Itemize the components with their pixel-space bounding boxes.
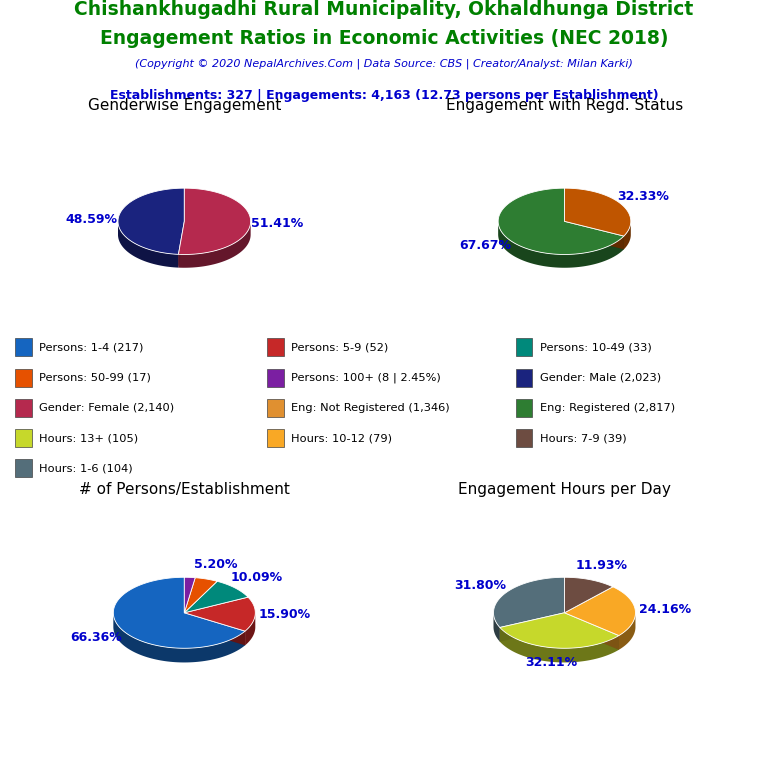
FancyBboxPatch shape	[15, 459, 31, 478]
Text: Gender: Female (2,140): Gender: Female (2,140)	[39, 403, 174, 413]
Polygon shape	[624, 222, 631, 250]
Text: (Copyright © 2020 NepalArchives.Com | Data Source: CBS | Creator/Analyst: Milan : (Copyright © 2020 NepalArchives.Com | Da…	[135, 58, 633, 68]
FancyBboxPatch shape	[516, 429, 532, 447]
Polygon shape	[184, 598, 255, 631]
Text: Hours: 13+ (105): Hours: 13+ (105)	[39, 433, 138, 443]
Polygon shape	[178, 188, 250, 254]
Text: Persons: 50-99 (17): Persons: 50-99 (17)	[39, 372, 151, 382]
FancyBboxPatch shape	[516, 369, 532, 386]
Text: Persons: 100+ (8 | 2.45%): Persons: 100+ (8 | 2.45%)	[291, 372, 441, 382]
Title: Genderwise Engagement: Genderwise Engagement	[88, 98, 281, 113]
Text: Hours: 1-6 (104): Hours: 1-6 (104)	[39, 463, 133, 473]
Text: Eng: Registered (2,817): Eng: Registered (2,817)	[540, 403, 675, 413]
FancyBboxPatch shape	[15, 429, 31, 447]
Polygon shape	[564, 587, 635, 636]
Polygon shape	[184, 613, 245, 645]
Text: Eng: Not Registered (1,346): Eng: Not Registered (1,346)	[291, 403, 450, 413]
Title: Engagement with Regd. Status: Engagement with Regd. Status	[446, 98, 683, 113]
Text: Persons: 5-9 (52): Persons: 5-9 (52)	[291, 343, 389, 353]
Polygon shape	[178, 221, 184, 267]
Text: Engagement Ratios in Economic Activities (NEC 2018): Engagement Ratios in Economic Activities…	[100, 29, 668, 48]
FancyBboxPatch shape	[15, 339, 31, 356]
Polygon shape	[184, 578, 217, 613]
Polygon shape	[494, 578, 564, 627]
FancyBboxPatch shape	[267, 369, 284, 386]
Text: 11.93%: 11.93%	[575, 559, 627, 572]
FancyBboxPatch shape	[15, 399, 31, 417]
Title: Engagement Hours per Day: Engagement Hours per Day	[458, 482, 671, 497]
Polygon shape	[184, 613, 245, 645]
Polygon shape	[498, 221, 624, 268]
FancyBboxPatch shape	[267, 429, 284, 447]
Text: Hours: 10-12 (79): Hours: 10-12 (79)	[291, 433, 392, 443]
Text: 66.36%: 66.36%	[71, 631, 122, 644]
Polygon shape	[494, 613, 500, 642]
Text: 5.20%: 5.20%	[194, 558, 237, 571]
Polygon shape	[498, 188, 624, 254]
Polygon shape	[184, 581, 248, 613]
Text: 32.11%: 32.11%	[525, 656, 577, 669]
Text: 51.41%: 51.41%	[251, 217, 303, 230]
Text: 31.80%: 31.80%	[454, 579, 505, 592]
Polygon shape	[118, 188, 184, 254]
Text: 32.33%: 32.33%	[617, 190, 670, 204]
Polygon shape	[118, 222, 178, 267]
FancyBboxPatch shape	[267, 339, 284, 356]
Polygon shape	[245, 613, 255, 645]
Polygon shape	[564, 188, 631, 236]
Text: Gender: Male (2,023): Gender: Male (2,023)	[540, 372, 661, 382]
Text: Chishankhugadhi Rural Municipality, Okhaldhunga District: Chishankhugadhi Rural Municipality, Okha…	[74, 0, 694, 19]
Text: Hours: 7-9 (39): Hours: 7-9 (39)	[540, 433, 627, 443]
Polygon shape	[114, 578, 245, 648]
Text: Persons: 10-49 (33): Persons: 10-49 (33)	[540, 343, 651, 353]
Polygon shape	[564, 578, 613, 613]
FancyBboxPatch shape	[267, 399, 284, 417]
Text: 24.16%: 24.16%	[639, 603, 691, 616]
Polygon shape	[114, 613, 245, 663]
FancyBboxPatch shape	[15, 369, 31, 386]
Text: 67.67%: 67.67%	[459, 240, 511, 253]
FancyBboxPatch shape	[516, 399, 532, 417]
Text: Establishments: 327 | Engagements: 4,163 (12.73 persons per Establishment): Establishments: 327 | Engagements: 4,163…	[110, 89, 658, 101]
Polygon shape	[500, 613, 619, 648]
Text: 48.59%: 48.59%	[65, 213, 118, 226]
Polygon shape	[619, 613, 635, 650]
Polygon shape	[564, 613, 619, 650]
Polygon shape	[178, 221, 250, 268]
Polygon shape	[564, 221, 624, 250]
Title: # of Persons/Establishment: # of Persons/Establishment	[79, 482, 290, 497]
Text: 15.90%: 15.90%	[259, 608, 311, 621]
Polygon shape	[500, 613, 564, 642]
Polygon shape	[178, 221, 184, 267]
Polygon shape	[564, 221, 624, 250]
Polygon shape	[500, 627, 619, 663]
Polygon shape	[184, 578, 195, 613]
Text: Persons: 1-4 (217): Persons: 1-4 (217)	[39, 343, 144, 353]
FancyBboxPatch shape	[516, 339, 532, 356]
Polygon shape	[500, 613, 564, 642]
Text: 10.09%: 10.09%	[230, 571, 283, 584]
Polygon shape	[564, 613, 619, 650]
